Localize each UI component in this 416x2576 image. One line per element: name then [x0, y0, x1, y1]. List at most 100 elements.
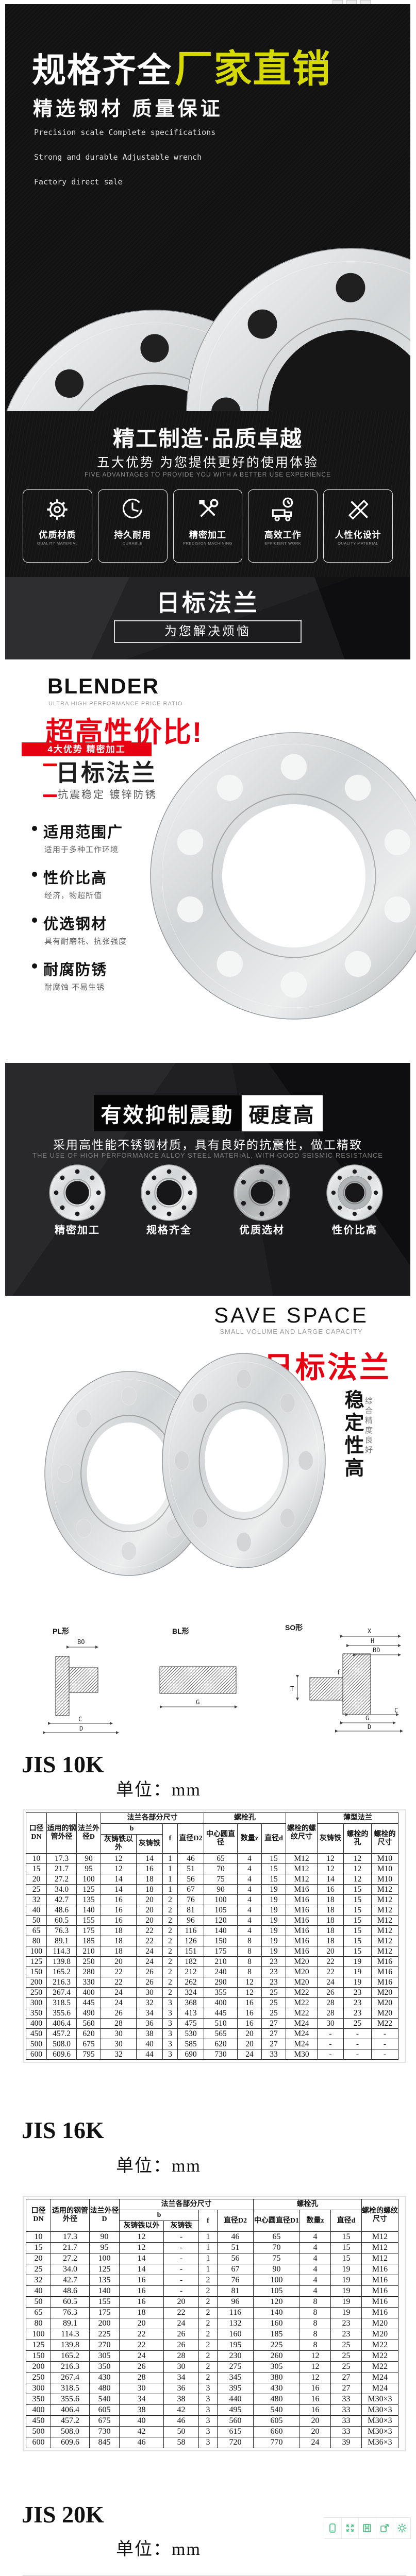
table-cell: 216.3 — [46, 1977, 77, 1988]
table-cell: 76 — [217, 2275, 254, 2286]
share-button[interactable] — [376, 2518, 394, 2538]
table-cell: 230 — [217, 2350, 254, 2362]
table-cell: 76.3 — [51, 2307, 90, 2319]
table-cell: 26 — [163, 2340, 199, 2351]
table-cell: 33 — [330, 2426, 362, 2438]
table-cell: 40 — [26, 2285, 51, 2297]
table-cell: 355 — [204, 1987, 238, 1998]
table-cell: 125 — [76, 1884, 101, 1895]
table-row: 80 89.1 185 18 22 2 126 150 8 19 M16 18 15 M12 — [26, 1936, 399, 1947]
table-cell: 195 — [217, 2340, 254, 2351]
table-cell: 15 — [343, 1936, 372, 1947]
table-cell: 58 — [163, 2437, 199, 2449]
table-header-cell: 数量z — [237, 1823, 262, 1854]
seismic-title: 有效抑制震動 硬度高 — [5, 1095, 410, 1132]
table-cell: 150 — [204, 1936, 238, 1947]
mobile-view-button[interactable] — [324, 2518, 342, 2538]
flange-graphic — [141, 1164, 197, 1221]
table-cell: 660 — [253, 2426, 300, 2438]
advantage-label: 持久耐用 — [114, 530, 152, 540]
table-row: 20 27.2 100 14 18 1 56 75 4 15 M12 14 12 M10 — [26, 1874, 399, 1885]
feature-bullet: 耐腐防锈 耐腐蚀 不易生锈 — [32, 958, 166, 992]
table-cell: 89.1 — [46, 1936, 77, 1947]
table-cell: 20 — [101, 1956, 137, 1968]
table-row: 450 457.2 675 40 46 3 560 605 20 33 M30×3 — [26, 2415, 399, 2427]
table-cell: 19 — [343, 1956, 372, 1968]
table-cell: M16 — [371, 1977, 399, 1988]
table-cell: 8 — [237, 1936, 262, 1947]
table-cell: 20 — [26, 1874, 47, 1885]
table-cell: 15 — [343, 1915, 372, 1926]
table-cell: 25 — [343, 2018, 372, 2029]
table-cell: 32 — [26, 2275, 51, 2286]
table-cell: M12 — [286, 1874, 318, 1885]
table-header-cell: 灰铸铁以外 — [101, 1834, 137, 1854]
table-cell: 76.3 — [46, 1925, 77, 1937]
table-cell: 350 — [26, 2394, 51, 2405]
table-header-cell: 口径DN — [26, 1812, 47, 1854]
table-cell: 114.3 — [51, 2329, 90, 2341]
table-cell: 25 — [26, 2264, 51, 2276]
remnant-box — [346, 0, 357, 4]
table-cell: 440 — [217, 2394, 254, 2405]
table-cell: 18 — [101, 1925, 137, 1937]
table-cell: 12 — [119, 2231, 164, 2243]
table-header-cell: 适用的钢管外径 — [46, 1812, 77, 1854]
table-row: 250 267.4 430 28 34 2 345 380 12 27 M24 — [26, 2372, 399, 2384]
table-cell: 40 — [136, 2039, 163, 2050]
table-cell: 185 — [253, 2329, 300, 2341]
svg-text:H: H — [371, 1637, 374, 1645]
table-cell: 4 — [299, 2285, 331, 2297]
table-cell: 18 — [136, 1884, 163, 1895]
table-cell: M22 — [286, 1987, 318, 1998]
table-cell: 27.2 — [46, 1874, 77, 1885]
table-cell: 26 — [119, 2361, 164, 2373]
table-cell: 70 — [253, 2242, 300, 2254]
table-cell: M16 — [361, 2296, 399, 2308]
table-cell: M16 — [361, 2307, 399, 2319]
table-cell: 200 — [89, 2318, 120, 2330]
save-button[interactable] — [359, 2518, 376, 2538]
table-cell: 225 — [89, 2329, 120, 2341]
table-header-cell: 中心圆直径 — [204, 1823, 238, 1854]
table-cell: 155 — [89, 2296, 120, 2308]
settings-button[interactable] — [393, 2518, 410, 2538]
table-row: 20 27.2 100 14-1 56 75 4 15 M12 — [26, 2253, 399, 2265]
table-row: 65 76.3 175 18 22 2 116 140 4 19 M16 18 15 M12 — [26, 1925, 399, 1937]
table-cell: 25 — [261, 1987, 287, 1998]
table-cell: 16 — [299, 2404, 331, 2416]
table-row: 10 17.3 90 12 14 1 46 65 4 15 M12 12 12 M10 — [26, 1853, 399, 1865]
table-cell: M12 — [371, 1884, 399, 1895]
table-cell: 430 — [253, 2383, 300, 2395]
red-accent-bar — [43, 794, 57, 797]
table-cell: 15 — [343, 1925, 372, 1937]
table-cell: 8 — [299, 2296, 331, 2308]
table-cell: 100 — [253, 2275, 300, 2286]
table-cell: 28 — [119, 2372, 164, 2384]
table-cell: 12 — [119, 2242, 164, 2254]
expand-button[interactable] — [342, 2518, 359, 2538]
table-row: 125 139.8 250 20 24 2 182 210 8 23 M20 22 19 M16 — [26, 1956, 399, 1968]
table-cell: 24 — [163, 2318, 199, 2330]
browser-remnant-strip — [0, 0, 416, 4]
table-cell: 270 — [89, 2340, 120, 2351]
table-cell: 12 — [101, 1863, 137, 1875]
table-cell: 65 — [26, 2307, 51, 2319]
table-cell: 510 — [204, 2018, 238, 2029]
table-cell: 16 — [136, 1863, 163, 1875]
table-cell: - — [163, 2275, 199, 2286]
table-cell: 24 — [136, 1946, 163, 1957]
table-cell: 8 — [299, 2307, 331, 2319]
table-cell: 140 — [204, 1925, 238, 1937]
table-row: 125 139.8 270 22 26 2 195 225 8 25 M22 — [26, 2340, 399, 2351]
table-cell: 18 — [317, 1915, 344, 1926]
feature-title: 性价比高 — [32, 866, 166, 888]
table-cell: 28 — [317, 1997, 344, 2009]
table-row: 40 48.6 140 16 20 2 81 105 4 19 M16 18 15 M12 — [26, 1905, 399, 1916]
table-cell: - — [343, 2039, 372, 2050]
vertical-feature-subtext: 综合精度良好 — [364, 1397, 373, 1455]
table-cell: 267.4 — [51, 2372, 90, 2384]
table-row: 50 60.5 155 16 20 2 96 120 4 19 M16 18 15 M12 — [26, 1915, 399, 1926]
table-cell: 38 — [136, 2028, 163, 2040]
svg-text:BL形: BL形 — [172, 1627, 189, 1635]
